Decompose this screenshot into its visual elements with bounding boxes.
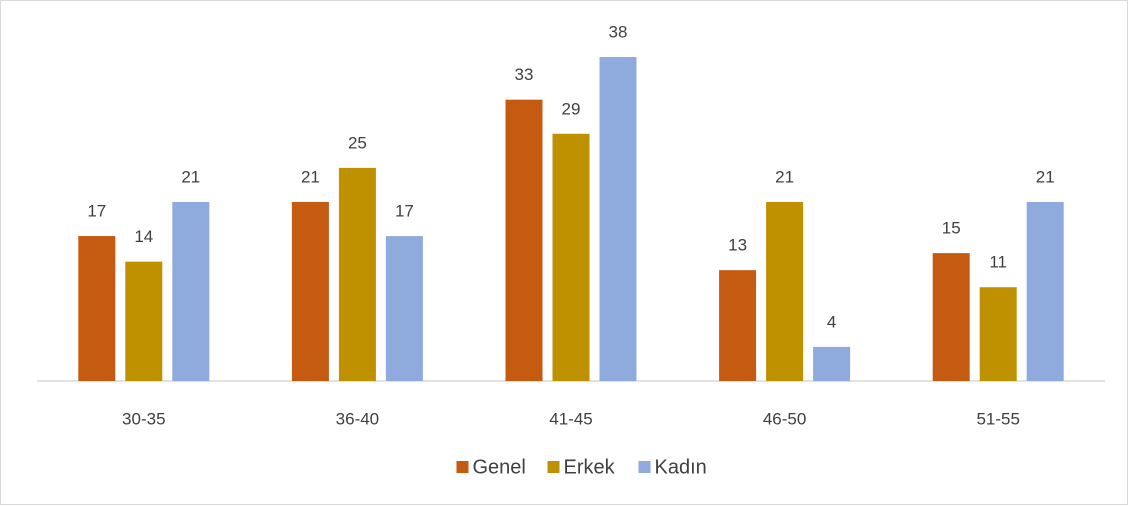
bar xyxy=(505,99,543,382)
data-label: 13 xyxy=(728,236,747,255)
bar xyxy=(932,253,970,381)
data-label: 15 xyxy=(942,219,961,238)
x-tick-label: 41-45 xyxy=(549,409,592,428)
data-label: 29 xyxy=(562,99,581,118)
data-label: 21 xyxy=(1036,167,1055,186)
bar xyxy=(78,236,116,381)
data-label: 4 xyxy=(827,312,836,331)
data-label: 17 xyxy=(395,202,414,221)
bar xyxy=(599,57,637,382)
x-tick-label: 36-40 xyxy=(336,409,379,428)
legend-label: Kadın xyxy=(655,456,707,478)
legend-swatch xyxy=(456,461,469,473)
data-label: 11 xyxy=(989,253,1007,272)
bar xyxy=(766,201,804,381)
bar xyxy=(552,133,590,381)
bar xyxy=(979,287,1017,381)
bar xyxy=(813,346,851,381)
x-tick-label: 46-50 xyxy=(763,409,806,428)
bar xyxy=(1026,201,1064,381)
bar xyxy=(125,261,163,381)
legend-swatch xyxy=(638,461,651,473)
data-label: 14 xyxy=(134,227,153,246)
bar xyxy=(719,270,757,381)
bar xyxy=(385,236,423,381)
data-label: 38 xyxy=(609,23,628,42)
bar xyxy=(291,201,329,381)
bar xyxy=(338,167,376,381)
data-label: 33 xyxy=(515,65,534,84)
x-tick-label: 51-55 xyxy=(976,409,1019,428)
data-label: 21 xyxy=(181,167,200,186)
data-label: 21 xyxy=(775,167,794,186)
data-label: 25 xyxy=(348,133,367,152)
bar xyxy=(172,201,210,381)
legend-label: Genel xyxy=(473,456,526,478)
x-tick-label: 30-35 xyxy=(122,409,165,428)
data-label: 21 xyxy=(301,167,320,186)
legend-swatch xyxy=(547,461,560,473)
data-label: 17 xyxy=(87,202,106,221)
legend-label: Erkek xyxy=(564,456,616,478)
